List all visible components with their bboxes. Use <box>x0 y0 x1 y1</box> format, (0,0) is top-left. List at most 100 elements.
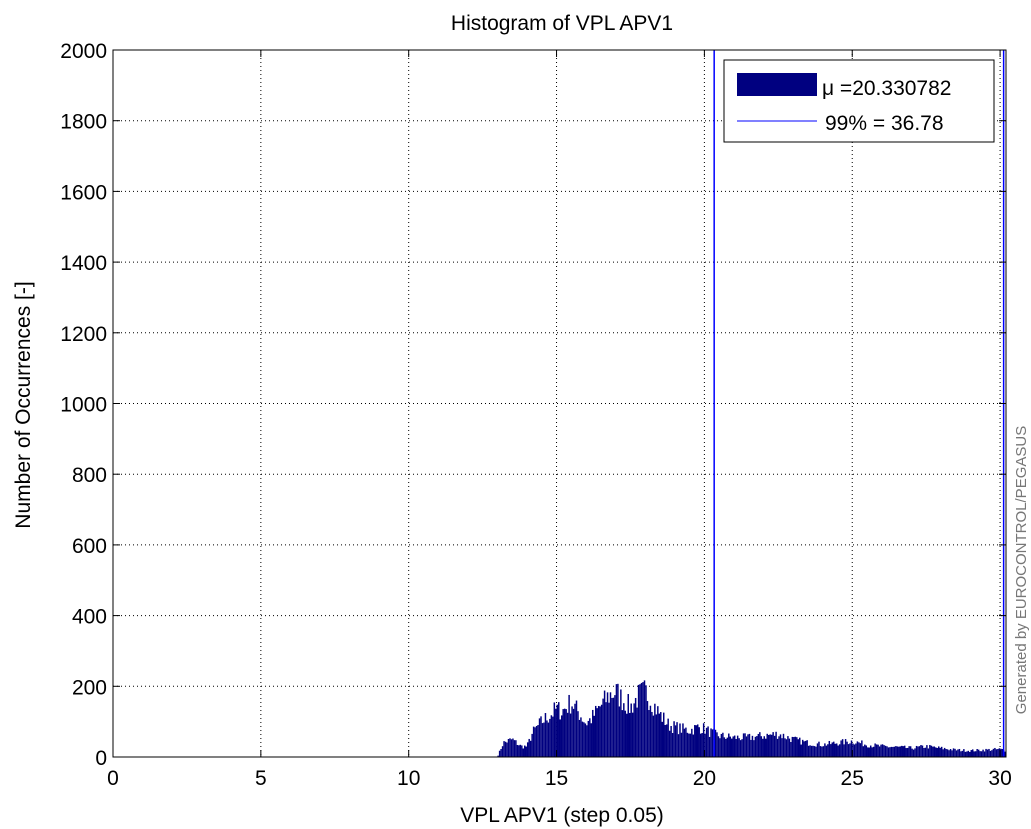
histogram-bar <box>673 721 675 757</box>
histogram-bar <box>917 746 919 757</box>
histogram-bar <box>871 747 873 757</box>
histogram-bar <box>933 746 936 757</box>
histogram-bar <box>627 694 629 757</box>
histogram-bar <box>872 746 875 757</box>
histogram-bar <box>840 740 842 757</box>
histogram-bar <box>526 742 529 757</box>
histogram-bar <box>837 745 839 757</box>
histogram-bar <box>924 747 927 757</box>
histogram-bar <box>691 728 693 757</box>
histogram-bar <box>757 733 760 757</box>
histogram-bar <box>560 715 563 757</box>
histogram-bar <box>719 738 721 757</box>
histogram-bar <box>504 741 507 757</box>
histogram-bar <box>901 745 903 757</box>
histogram-bar <box>726 737 729 757</box>
histogram-bar <box>937 746 940 757</box>
histogram-bar <box>739 740 742 757</box>
histogram-bar <box>797 739 800 757</box>
legend-percentile-label: 99% = 36.78 <box>825 112 944 135</box>
histogram-bar <box>841 739 844 757</box>
histogram-bar <box>665 724 668 757</box>
histogram-bar <box>583 722 585 757</box>
histogram-bar <box>963 749 965 757</box>
histogram-bar <box>898 746 900 757</box>
histogram-bar <box>966 751 968 757</box>
histogram-bar <box>537 725 539 757</box>
histogram-bar <box>498 750 501 757</box>
histogram-bar <box>597 705 600 757</box>
histogram-bar <box>867 747 869 757</box>
histogram-bar <box>772 732 774 757</box>
chart-title: Histogram of VPL APV1 <box>451 12 673 35</box>
histogram-bar <box>988 748 990 757</box>
histogram-bar <box>765 738 767 757</box>
histogram-bar <box>593 715 595 757</box>
histogram-bar <box>506 742 508 757</box>
histogram-bar <box>912 749 915 757</box>
histogram-bar <box>940 746 943 757</box>
histogram-bar <box>608 702 610 757</box>
histogram-bar <box>862 746 865 757</box>
histogram-bar <box>528 738 530 757</box>
histogram-bar <box>587 720 590 757</box>
histogram-bar <box>856 741 859 757</box>
histogram-bar <box>790 741 792 757</box>
histogram-bar <box>603 690 606 757</box>
histogram-bar <box>524 745 526 757</box>
histogram-bar <box>791 736 794 757</box>
histogram-bar <box>997 749 999 757</box>
histogram-bar <box>958 748 961 757</box>
histogram-bar <box>991 750 993 757</box>
histogram-bar <box>580 717 582 757</box>
histogram-bar <box>850 740 853 757</box>
legend-patch-swatch <box>737 73 817 96</box>
histogram-bar <box>654 703 656 757</box>
histogram-bar <box>807 745 810 757</box>
histogram-bar <box>535 725 538 757</box>
histogram-bar <box>731 738 733 757</box>
histogram-bar <box>549 718 551 757</box>
histogram-bar <box>596 708 598 757</box>
histogram-bar <box>943 747 946 757</box>
histogram-bar <box>974 751 977 757</box>
histogram-bar <box>543 722 545 757</box>
histogram-bar <box>825 745 828 757</box>
y-axis-label: Number of Occurrences [-] <box>12 281 35 528</box>
histogram-bar <box>793 737 795 757</box>
histogram-bar <box>779 734 782 757</box>
histogram-bar <box>729 736 732 757</box>
histogram-bar <box>926 745 928 757</box>
histogram-bar <box>927 748 930 757</box>
histogram-bar <box>552 716 554 757</box>
histogram-bar <box>606 692 609 757</box>
histogram-bar <box>759 732 761 757</box>
histogram-bar <box>695 725 697 757</box>
y-tick-label: 1200 <box>60 323 107 346</box>
histogram-bar <box>688 733 690 757</box>
y-tick-label: 1400 <box>60 252 107 275</box>
histogram-bar <box>670 725 672 757</box>
histogram-bar <box>812 745 814 757</box>
histogram-bar <box>979 751 981 757</box>
histogram-bar <box>782 733 785 757</box>
histogram-bar <box>594 705 597 757</box>
histogram-bar <box>890 746 893 757</box>
histogram-bar <box>906 747 909 757</box>
histogram-bar <box>896 746 899 757</box>
histogram-bar <box>846 741 848 757</box>
histogram-bar <box>522 748 525 757</box>
histogram-bar <box>809 745 811 757</box>
histogram-bar <box>969 751 971 757</box>
histogram-bar <box>948 750 950 757</box>
histogram-bar <box>558 702 560 757</box>
histogram-bar <box>716 732 718 757</box>
histogram-bar <box>794 736 797 757</box>
histogram-bar <box>618 706 621 757</box>
histogram-bar <box>760 736 763 757</box>
histogram-bar <box>633 703 635 757</box>
histogram-bar <box>630 703 632 757</box>
histogram-bar <box>942 749 944 757</box>
histogram-bar <box>503 741 505 757</box>
